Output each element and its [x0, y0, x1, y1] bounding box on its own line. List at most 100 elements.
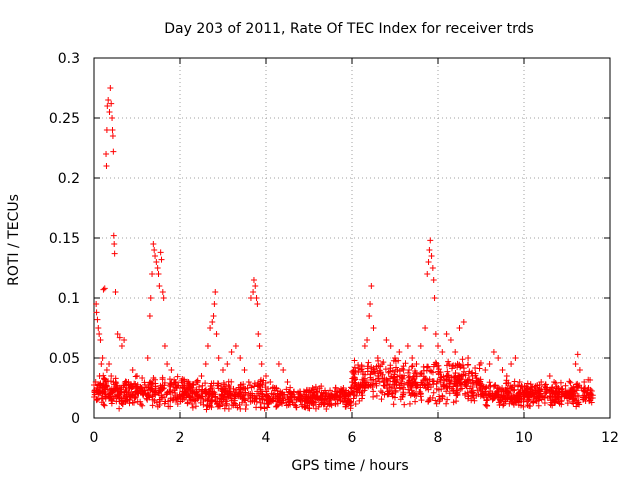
data-point — [470, 395, 477, 402]
data-point — [539, 393, 546, 400]
data-point — [109, 127, 116, 133]
data-point — [350, 395, 357, 402]
data-point — [164, 361, 171, 367]
data-point — [189, 404, 196, 411]
data-point — [506, 400, 513, 407]
data-point — [103, 151, 110, 157]
data-point — [351, 364, 358, 371]
data-point — [209, 392, 216, 399]
data-point — [481, 394, 488, 401]
data-point — [387, 343, 394, 349]
data-point — [574, 351, 581, 358]
data-point — [427, 237, 434, 244]
data-point — [510, 387, 517, 394]
data-point — [367, 301, 374, 307]
data-point — [146, 313, 153, 319]
data-point — [467, 380, 474, 387]
data-point — [236, 401, 243, 408]
x-tick-label: 0 — [90, 430, 99, 446]
data-point — [241, 391, 248, 398]
data-point — [426, 376, 433, 383]
data-point — [533, 385, 540, 391]
data-point — [342, 393, 349, 400]
data-point — [139, 374, 146, 381]
data-point — [98, 395, 105, 402]
data-point — [185, 379, 192, 385]
data-point — [327, 387, 334, 394]
data-point — [117, 389, 124, 396]
y-tick-label: 0.3 — [58, 51, 80, 67]
data-point — [370, 366, 377, 373]
data-point — [399, 365, 406, 372]
data-point — [499, 395, 506, 402]
data-point — [452, 380, 459, 387]
data-point — [427, 384, 434, 391]
data-point — [157, 249, 164, 256]
data-point — [432, 359, 439, 366]
data-point — [500, 400, 507, 407]
y-tick-label: 0 — [71, 411, 80, 427]
data-point — [323, 391, 330, 397]
data-point — [108, 100, 115, 107]
data-point — [399, 393, 406, 400]
data-point — [559, 385, 566, 392]
data-point — [342, 403, 349, 410]
data-point — [355, 369, 362, 376]
data-point — [251, 393, 258, 400]
data-point — [215, 380, 222, 387]
data-point — [373, 382, 380, 389]
data-point — [96, 373, 103, 379]
data-point — [418, 397, 425, 404]
data-point — [562, 382, 569, 389]
data-point — [503, 373, 510, 379]
data-point — [374, 355, 381, 361]
data-point — [130, 391, 137, 398]
data-point — [177, 385, 183, 391]
data-point — [503, 380, 510, 387]
data-point — [564, 388, 570, 395]
data-point — [413, 361, 420, 367]
x-tick-label: 10 — [515, 430, 533, 446]
data-point — [399, 375, 406, 382]
data-point — [99, 382, 106, 389]
data-point — [258, 361, 265, 367]
data-point — [367, 371, 374, 378]
data-point — [358, 366, 365, 373]
data-point — [323, 405, 330, 412]
data-point — [198, 373, 205, 379]
data-point — [103, 367, 110, 373]
data-point — [152, 392, 159, 399]
data-point — [149, 402, 156, 409]
data-point — [462, 390, 469, 397]
data-point — [433, 400, 440, 407]
data-point — [212, 393, 219, 400]
data-point — [382, 366, 389, 373]
data-point — [243, 402, 250, 409]
data-point — [402, 360, 409, 367]
data-point — [102, 378, 109, 385]
data-point — [521, 391, 527, 397]
data-point — [94, 396, 101, 403]
x-tick-label: 12 — [601, 430, 619, 446]
data-point — [111, 241, 118, 247]
data-point — [436, 393, 443, 400]
data-point — [559, 391, 566, 397]
data-point — [107, 378, 114, 385]
data-point — [168, 367, 175, 373]
data-point — [150, 374, 157, 381]
data-point — [306, 397, 312, 403]
data-point — [444, 396, 451, 403]
data-point — [95, 391, 102, 397]
data-point — [549, 390, 556, 397]
data-point — [96, 331, 103, 337]
data-point — [383, 337, 390, 343]
data-point — [134, 373, 140, 379]
data-point — [460, 371, 467, 378]
data-point — [219, 387, 226, 394]
data-point — [452, 349, 459, 355]
data-point — [515, 399, 522, 406]
data-point — [324, 393, 331, 400]
data-point — [332, 392, 339, 399]
data-point — [256, 343, 263, 349]
data-point — [507, 392, 514, 399]
